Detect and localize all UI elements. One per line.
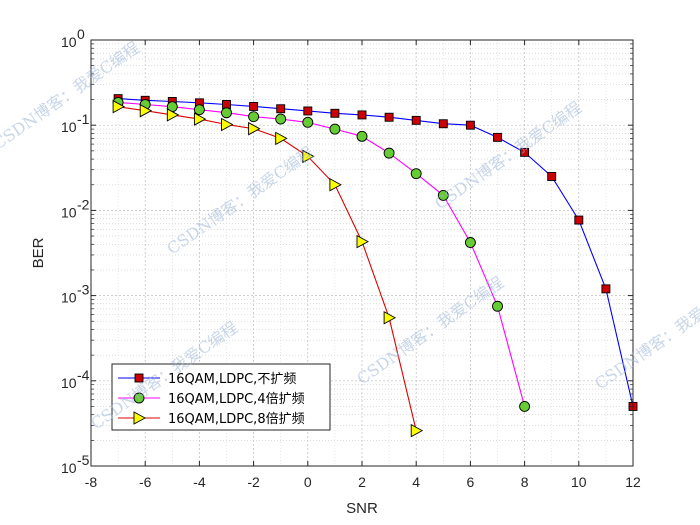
- y-tick-label: 10 -2: [61, 196, 90, 220]
- series-2-point: [492, 300, 503, 312]
- y-tick-base: 10: [61, 204, 77, 220]
- series-1-point: [601, 284, 611, 294]
- series-1-point: [303, 106, 313, 116]
- y-tick-exp: -5: [77, 452, 90, 468]
- series-3: [112, 99, 424, 438]
- series-3-point: [410, 423, 424, 438]
- series-1-point: [357, 110, 367, 120]
- legend-item-2: 16QAM,LDPC,4倍扩频: [118, 392, 305, 407]
- series-2-point: [356, 130, 368, 142]
- series-2-point: [275, 113, 287, 125]
- legend-item-3: 16QAM,LDPC,8倍扩频: [118, 411, 305, 427]
- series-3-point: [139, 103, 153, 118]
- legend: 16QAM,LDPC,不扩频 16QAM,LDPC,4倍扩频 16QAM,LDPC,…: [111, 363, 331, 431]
- series-2-point: [248, 111, 260, 123]
- y-tick-label: 10 -1: [61, 111, 90, 135]
- y-tick-label: 10 0: [61, 26, 85, 50]
- series-3-point: [329, 177, 342, 192]
- series-1-point: [330, 108, 340, 118]
- series-3-point: [356, 234, 369, 249]
- series-1-point: [574, 215, 584, 225]
- x-tick-label: 8: [521, 474, 529, 490]
- legend-marker: [134, 373, 144, 383]
- series-3-point: [221, 117, 234, 132]
- series-1-point: [493, 132, 502, 142]
- series-2-line: [118, 101, 526, 407]
- series-1-point: [249, 101, 259, 111]
- series-1-point: [520, 147, 530, 157]
- x-tick-labels: -8 -6 -4 -2 0 2 4 6 8 10 12: [85, 474, 641, 490]
- series-3-point: [248, 121, 261, 136]
- y-tick-label: 10 -3: [61, 282, 90, 306]
- y-tick-exp: -4: [77, 367, 90, 383]
- series-3-point: [383, 310, 397, 325]
- series-3-point: [193, 112, 207, 126]
- series-2-point: [410, 168, 422, 180]
- legend-label: 16QAM,LDPC,不扩频: [168, 372, 296, 387]
- legend-item-1: 16QAM,LDPC,不扩频: [118, 372, 296, 387]
- y-tick-exp: -1: [77, 111, 90, 127]
- series-layer: [112, 94, 638, 438]
- legend-box: [111, 363, 331, 431]
- series-3-point: [275, 131, 288, 146]
- series-2-point: [329, 123, 341, 135]
- series-1-point: [547, 172, 557, 181]
- series-2-point: [193, 104, 205, 116]
- y-tick-label: 10 -5: [61, 452, 90, 476]
- series-1-point: [276, 104, 286, 114]
- series-2-point: [464, 237, 476, 248]
- series-1-point: [384, 112, 394, 122]
- x-tick-label: 0: [304, 474, 312, 490]
- y-tick-exp: 0: [77, 26, 85, 42]
- legend-label: 16QAM,LDPC,4倍扩频: [168, 392, 305, 407]
- x-tick-label: 2: [358, 474, 366, 490]
- x-tick-label: -6: [139, 474, 152, 490]
- series-1-point: [222, 100, 231, 109]
- series-2-point: [221, 107, 232, 119]
- x-axis-label: SNR: [346, 500, 378, 517]
- legend-label: 16QAM,LDPC,8倍扩频: [168, 412, 305, 427]
- series-3-point: [302, 149, 315, 164]
- x-tick-label: 12: [625, 474, 641, 490]
- series-2-point: [437, 189, 449, 201]
- y-tick-base: 10: [61, 460, 77, 476]
- series-3-point: [112, 99, 126, 114]
- series-2-point: [302, 116, 314, 128]
- x-tick-label: 4: [412, 474, 420, 490]
- series-1-line: [118, 98, 634, 407]
- series-2-point: [519, 400, 531, 412]
- legend-marker: [133, 392, 145, 404]
- y-tick-base: 10: [61, 34, 77, 50]
- legend-marker: [133, 411, 146, 425]
- series-3-point: [166, 108, 180, 122]
- series-1-point: [465, 120, 475, 130]
- x-tick-label: 6: [467, 474, 475, 490]
- x-tick-label: -2: [247, 474, 260, 490]
- y-axis-label: BER: [30, 237, 47, 268]
- y-tick-exp: -3: [77, 282, 90, 298]
- tick-marks: [90, 39, 634, 467]
- y-tick-base: 10: [61, 119, 77, 135]
- series-2-point: [383, 147, 395, 159]
- y-tick-exp: -2: [77, 196, 90, 212]
- series-1-point: [411, 115, 421, 125]
- x-tick-label: -8: [85, 474, 98, 490]
- y-tick-label: 10 -4: [61, 367, 90, 391]
- y-tick-base: 10: [61, 290, 77, 306]
- x-tick-label: 10: [571, 474, 587, 490]
- y-tick-base: 10: [61, 375, 77, 391]
- series-1-point: [438, 119, 448, 129]
- x-tick-label: -4: [193, 474, 206, 490]
